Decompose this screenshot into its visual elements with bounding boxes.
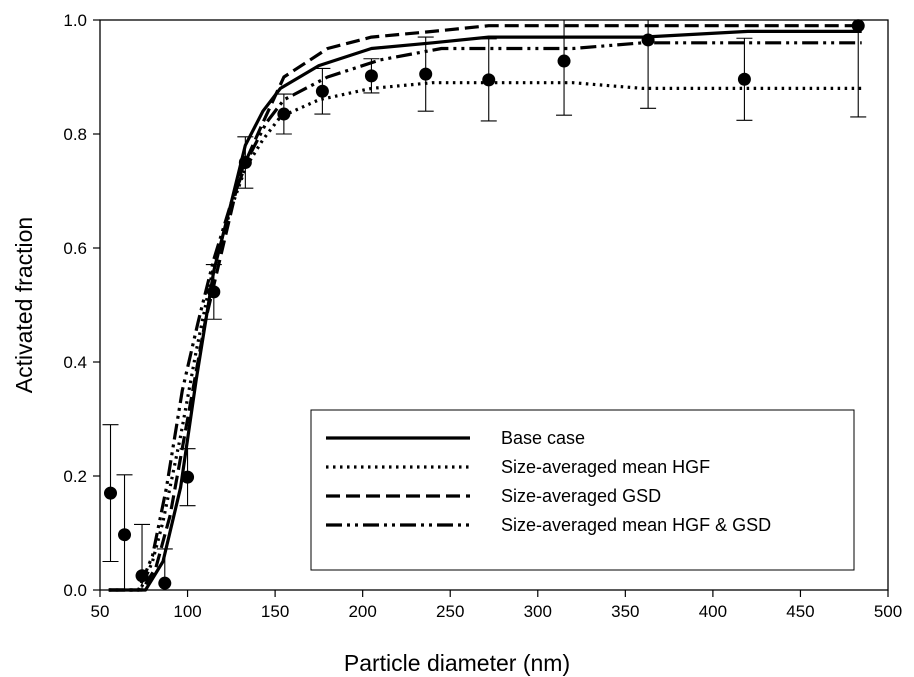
- data-point: [207, 285, 221, 299]
- series-lines: [108, 24, 862, 592]
- data-point: [419, 67, 433, 81]
- x-tick-label: 50: [91, 602, 110, 621]
- data-point: [277, 107, 291, 121]
- x-tick-label: 150: [261, 602, 289, 621]
- error-bar: [850, 19, 867, 118]
- legend-label: Size-averaged mean HGF & GSD: [501, 515, 771, 535]
- plot-frame: [99, 19, 889, 591]
- y-tick-label: 0.0: [63, 581, 87, 600]
- data-point: [315, 84, 329, 98]
- y-tick-label: 0.6: [63, 239, 87, 258]
- y-axis-label: Activated fraction: [11, 217, 37, 393]
- data-point: [557, 54, 571, 68]
- x-tick-label: 400: [699, 602, 727, 621]
- data-point: [104, 486, 118, 500]
- y-tick-label: 1.0: [63, 11, 87, 30]
- data-point: [135, 569, 149, 583]
- data-point: [641, 33, 655, 47]
- legend-label: Base case: [501, 428, 585, 448]
- data-point: [181, 470, 195, 484]
- x-axis-label: Particle diameter (nm): [344, 650, 570, 676]
- legend: Base case Size-averaged mean HGF Size-aver…: [310, 409, 855, 571]
- y-tick-label: 0.8: [63, 125, 87, 144]
- data-point: [851, 19, 865, 33]
- data-point: [364, 69, 378, 83]
- error-bar: [640, 19, 657, 109]
- data-point: [238, 156, 252, 169]
- data-point: [482, 73, 496, 87]
- x-tick-label: 250: [436, 602, 464, 621]
- legend-label: Size-averaged mean HGF: [501, 457, 710, 477]
- y-tick-label: 0.2: [63, 467, 87, 486]
- x-tick-label: 350: [611, 602, 639, 621]
- data-point: [737, 72, 751, 86]
- x-tick-label: 500: [874, 602, 902, 621]
- y-axis: 0.0 0.2 0.4 0.6 0.8 1.0: [63, 11, 100, 600]
- x-tick-label: 450: [786, 602, 814, 621]
- series-line-3: [108, 41, 862, 592]
- y-tick-label: 0.4: [63, 353, 87, 372]
- x-tick-label: 200: [348, 602, 376, 621]
- x-axis: 50 100 150 200 250 300 350 400 450 500: [91, 590, 902, 621]
- error-bar: [556, 19, 573, 116]
- series-line-2: [108, 24, 862, 592]
- measured-points: [104, 19, 865, 590]
- data-point: [118, 528, 132, 542]
- legend-label: Size-averaged GSD: [501, 486, 661, 506]
- x-tick-label: 300: [524, 602, 552, 621]
- series-line-1: [108, 81, 862, 592]
- error-bars: [102, 19, 867, 591]
- x-tick-label: 100: [173, 602, 201, 621]
- data-point: [158, 576, 172, 590]
